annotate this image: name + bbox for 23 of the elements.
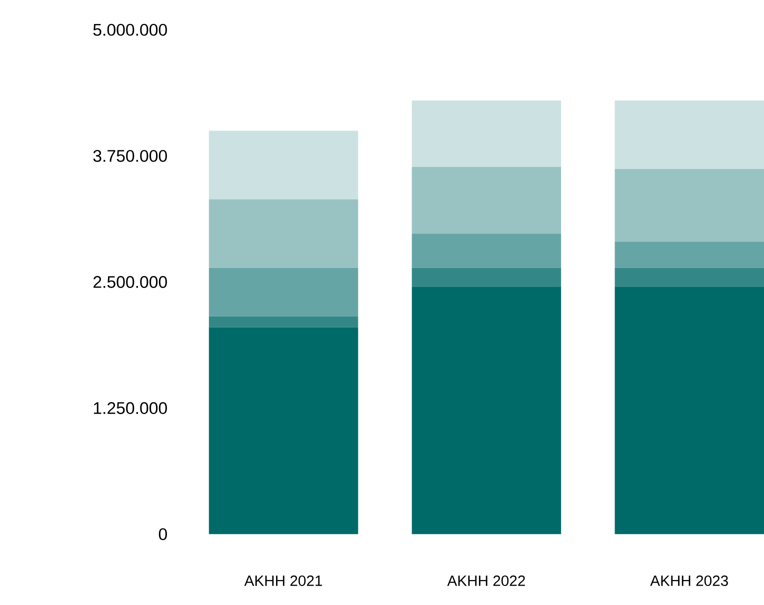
- bar: [208, 268, 358, 316]
- bar: [614, 100, 764, 170]
- bar: [208, 199, 358, 268]
- x-tick-label: AKHH 2021: [244, 576, 322, 586]
- bar: [208, 327, 358, 534]
- bar: [208, 130, 358, 200]
- x-tick-label: AKHH 2022: [447, 576, 525, 586]
- y-tick-label: 1.250.000: [94, 402, 167, 414]
- bar: [412, 167, 562, 234]
- x-tick-label: AKHH 2023: [650, 576, 728, 586]
- bar: [412, 287, 562, 534]
- y-tick-label: 3.750.000: [93, 150, 167, 162]
- bar: [412, 234, 562, 268]
- y-tick-label: 2.500.000: [94, 276, 167, 288]
- bar: [412, 268, 562, 288]
- bar: [412, 100, 562, 168]
- bar: [614, 287, 764, 534]
- bar: [614, 169, 764, 242]
- bar: [614, 268, 764, 288]
- y-tick-label: 0: [158, 528, 167, 540]
- bar: [208, 316, 358, 328]
- bar: [614, 242, 764, 268]
- y-tick-label: 5.000.000: [93, 24, 167, 36]
